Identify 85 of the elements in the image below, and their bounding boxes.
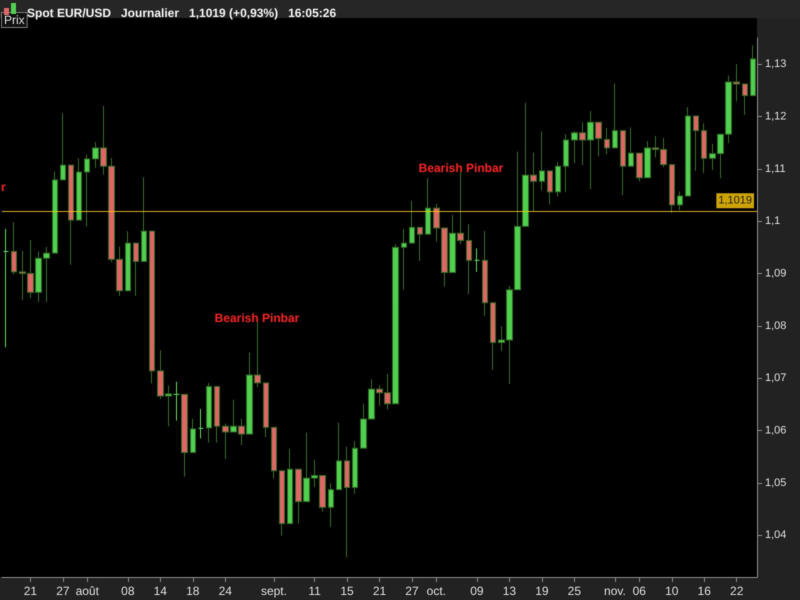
x-tick-label: 22	[730, 584, 744, 598]
candlestick	[263, 382, 269, 438]
x-tick-label: 25	[568, 584, 582, 598]
candlestick	[60, 112, 66, 180]
x-tick-label: 21	[24, 584, 38, 598]
x-tick-label: août	[76, 584, 100, 598]
candlestick	[474, 248, 480, 272]
candlestick	[3, 228, 9, 348]
candlestick	[628, 126, 634, 167]
x-tick-label: 21	[372, 584, 386, 598]
y-tick-label: 1,13	[765, 58, 786, 70]
candlestick	[547, 170, 553, 205]
text: Prix	[4, 13, 25, 27]
candlestick	[425, 178, 431, 235]
x-tick-label: 24	[218, 584, 232, 598]
candlestick	[279, 470, 285, 536]
candlestick	[466, 224, 472, 294]
candlestick	[352, 440, 358, 494]
candlestick	[401, 228, 407, 290]
candlestick	[677, 190, 683, 211]
y-tick-label: 1,04	[765, 529, 786, 542]
x-tick-label: 15	[340, 584, 354, 598]
annotation: r	[1, 180, 6, 194]
candlestick	[750, 44, 756, 96]
candlestick	[685, 106, 691, 197]
x-tick-label: 11	[308, 584, 322, 598]
chart-title: Spot EUR/USD Journalier 1,1019 (+0,93%) 16:05:26	[27, 6, 336, 20]
y-tick-label: 1,11	[765, 162, 786, 175]
candlestick	[149, 230, 155, 384]
candlestick	[84, 154, 90, 227]
x-tick-label: 06	[632, 584, 646, 598]
candlestick	[214, 386, 220, 444]
candlestick	[76, 158, 82, 221]
x-tick-label: 13	[502, 584, 516, 598]
ref-line-label: 1,1019	[718, 194, 752, 207]
candlestick	[11, 222, 17, 276]
candlestick	[693, 115, 699, 172]
x-tick-label: 27	[56, 584, 70, 598]
y-tick-label: 1,12	[765, 110, 786, 122]
candlestick	[604, 128, 610, 155]
y-tick-label: 1,1	[765, 215, 780, 228]
candlestick	[141, 176, 147, 262]
candlestick	[620, 130, 626, 196]
candlestick	[669, 164, 675, 214]
candlestick	[701, 122, 707, 174]
annotation: Bearish Pinbar	[418, 161, 504, 175]
y-tick-label: 1,05	[765, 476, 786, 489]
candlestick	[563, 134, 569, 192]
candlestick	[612, 83, 618, 148]
candlestick	[482, 230, 488, 316]
x-tick-label: 27	[405, 584, 419, 598]
candlestick	[68, 164, 74, 266]
candlestick	[271, 426, 277, 480]
candlestick	[344, 446, 350, 558]
candlestick	[555, 162, 561, 198]
candlestick	[125, 230, 131, 292]
x-tick-label: 19	[535, 584, 549, 598]
x-tick-label: 08	[121, 584, 135, 598]
x-tick-label: oct.	[426, 584, 446, 598]
candlestick	[328, 482, 334, 528]
candlestick	[742, 84, 748, 116]
y-tick-label: 1,09	[765, 267, 786, 280]
y-tick-label: 1,06	[765, 424, 786, 436]
x-tick-label: 14	[154, 584, 168, 598]
x-tick-label: nov.	[604, 584, 626, 598]
candlestick	[287, 448, 293, 524]
x-tick-label: 09	[470, 584, 484, 598]
x-tick-label: 16	[698, 584, 712, 598]
candlestick	[336, 422, 342, 490]
y-tick-label: 1,07	[765, 372, 786, 384]
candlestick	[539, 131, 545, 191]
y-tick-label: 1,08	[765, 320, 786, 332]
x-tick-label: 10	[665, 584, 679, 598]
x-tick-label: sept.	[260, 584, 287, 598]
candlestick	[198, 408, 204, 439]
candlestick	[490, 302, 496, 370]
candlestick	[52, 170, 58, 254]
candlestick	[206, 382, 212, 444]
x-tick-label: 18	[186, 584, 200, 598]
annotation: Bearish Pinbar	[214, 311, 300, 325]
candlestick	[133, 242, 139, 296]
candlestick	[417, 226, 423, 262]
candlestick	[190, 418, 196, 453]
candlestick	[181, 394, 188, 478]
candlestick	[409, 200, 415, 244]
